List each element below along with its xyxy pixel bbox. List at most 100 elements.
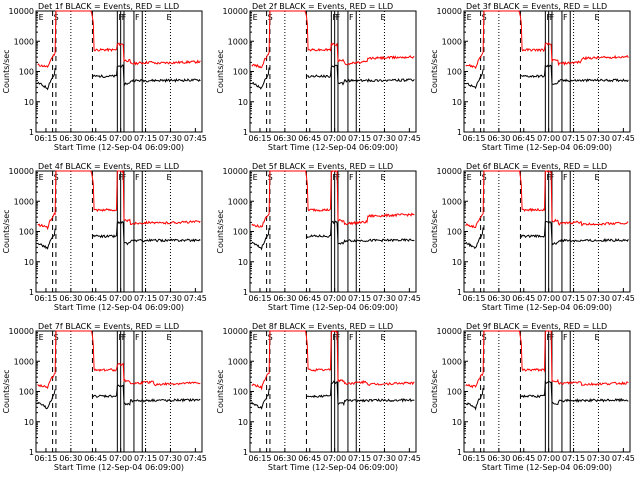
plot-frame [249, 10, 417, 133]
detector-panel-2: Det 2f BLACK = Events, RED = LLD Counts/s… [216, 2, 421, 152]
plot-frame [463, 10, 631, 133]
y-tick-label: 1 [243, 128, 248, 137]
segment-marker-letter: F [118, 13, 123, 22]
x-axis-label: Start Time (12-Sep-04 06:09:00) [54, 463, 184, 472]
y-axis-label: Counts/sec [216, 49, 225, 93]
segment-marker-letter: E [380, 13, 385, 22]
x-tick-label: 07:00 [109, 294, 132, 303]
x-tick-label: 07:15 [348, 134, 371, 143]
x-tick-label: 07:30 [373, 294, 396, 303]
panel-title: Det 4f BLACK = Events, RED = LLD [38, 162, 179, 171]
segment-marker-letter: E [594, 173, 599, 182]
x-tick-label: 06:30 [273, 294, 296, 303]
segment-marker-letter: E [380, 173, 385, 182]
y-tick-label: 100 [233, 228, 248, 237]
y-tick-label: 1 [29, 448, 34, 457]
lld-series-line [465, 170, 629, 229]
x-axis-label: Start Time (12-Sep-04 06:09:00) [54, 143, 184, 152]
panel-title: Det 2f BLACK = Events, RED = LLD [252, 2, 393, 11]
x-tick-label: 07:45 [398, 294, 421, 303]
events-series-line [251, 380, 415, 410]
plot-frame [463, 170, 631, 293]
y-axis-label: Counts/sec [430, 49, 439, 93]
y-axis-label: Counts/sec [430, 369, 439, 413]
detector-panel-7: Det 7f BLACK = Events, RED = LLD Counts/s… [2, 322, 207, 472]
x-tick-label: 06:30 [487, 294, 510, 303]
y-tick-label: 1000 [228, 37, 248, 46]
x-tick-label: 07:00 [109, 134, 132, 143]
segment-marker-letter: F [563, 173, 568, 182]
lld-series-line [251, 10, 415, 69]
x-tick-label: 06:30 [273, 134, 296, 143]
x-tick-label: 06:15 [34, 294, 57, 303]
segment-marker-letter: E [467, 13, 472, 22]
y-tick-label: 10 [452, 418, 462, 427]
y-tick-label: 1000 [14, 197, 34, 206]
segment-marker-letter: F [546, 13, 551, 22]
segment-marker-letter: F [135, 173, 140, 182]
x-tick-label: 06:15 [248, 134, 271, 143]
x-tick-label: 07:00 [109, 454, 132, 463]
x-axis-label: Start Time (12-Sep-04 06:09:00) [482, 143, 612, 152]
x-tick-label: 07:45 [398, 134, 421, 143]
y-tick-label: 100 [233, 68, 248, 77]
segment-marker-letter: F [563, 333, 568, 342]
x-tick-label: 07:45 [184, 294, 207, 303]
panel-title: Det 9f BLACK = Events, RED = LLD [466, 322, 607, 331]
x-tick-label: 07:00 [537, 454, 560, 463]
segment-marker-letter: F [349, 333, 354, 342]
x-tick-label: 06:15 [248, 294, 271, 303]
y-tick-label: 1 [457, 288, 462, 297]
x-tick-label: 07:30 [159, 134, 182, 143]
plot-frame [35, 330, 203, 453]
panel-title: Det 3f BLACK = Events, RED = LLD [466, 2, 607, 11]
x-tick-label: 06:15 [34, 134, 57, 143]
y-tick-label: 10 [24, 258, 34, 267]
y-axis-label: Counts/sec [2, 369, 11, 413]
x-tick-label: 06:15 [248, 454, 271, 463]
x-axis-label: Start Time (12-Sep-04 06:09:00) [268, 303, 398, 312]
x-tick-label: 07:00 [537, 134, 560, 143]
segment-marker-letter: E [166, 333, 171, 342]
segment-marker-letter: E [253, 13, 258, 22]
y-tick-label: 100 [19, 68, 34, 77]
y-tick-label: 10 [452, 258, 462, 267]
x-tick-label: 07:45 [398, 454, 421, 463]
x-tick-label: 07:15 [562, 134, 585, 143]
x-tick-label: 07:15 [562, 454, 585, 463]
y-tick-label: 1000 [228, 357, 248, 366]
y-axis-label: Counts/sec [430, 209, 439, 253]
detector-panel-5: Det 5f BLACK = Events, RED = LLD Counts/s… [216, 162, 421, 312]
x-axis-label: Start Time (12-Sep-04 06:09:00) [268, 463, 398, 472]
segment-marker-letter: F [332, 333, 337, 342]
segment-marker-letter: E [467, 173, 472, 182]
y-tick-label: 1000 [442, 37, 462, 46]
x-tick-label: 07:45 [184, 134, 207, 143]
x-tick-label: 07:45 [184, 454, 207, 463]
events-series-line [465, 380, 629, 411]
segment-marker-letter: F [135, 333, 140, 342]
x-tick-label: 06:30 [273, 454, 296, 463]
y-tick-label: 10 [24, 418, 34, 427]
segment-marker-letter: E [166, 13, 171, 22]
y-axis-label: Counts/sec [216, 209, 225, 253]
y-tick-label: 10 [24, 98, 34, 107]
segment-marker-letter: F [336, 173, 341, 182]
y-tick-label: 1 [29, 128, 34, 137]
x-tick-label: 07:45 [612, 294, 635, 303]
y-tick-label: 10000 [9, 327, 34, 336]
y-tick-label: 10 [452, 98, 462, 107]
segment-marker-letter: F [550, 173, 555, 182]
plot-frame [35, 10, 203, 133]
panel-title: Det 6f BLACK = Events, RED = LLD [466, 162, 607, 171]
segment-marker-letter: F [546, 173, 551, 182]
x-tick-label: 06:30 [59, 134, 82, 143]
x-tick-label: 07:15 [348, 454, 371, 463]
segment-marker-letter: F [135, 13, 140, 22]
segment-marker-letter: F [332, 13, 337, 22]
y-tick-label: 100 [447, 68, 462, 77]
lld-series-line [465, 10, 629, 70]
x-tick-label: 07:45 [612, 134, 635, 143]
segment-marker-letter: E [594, 333, 599, 342]
